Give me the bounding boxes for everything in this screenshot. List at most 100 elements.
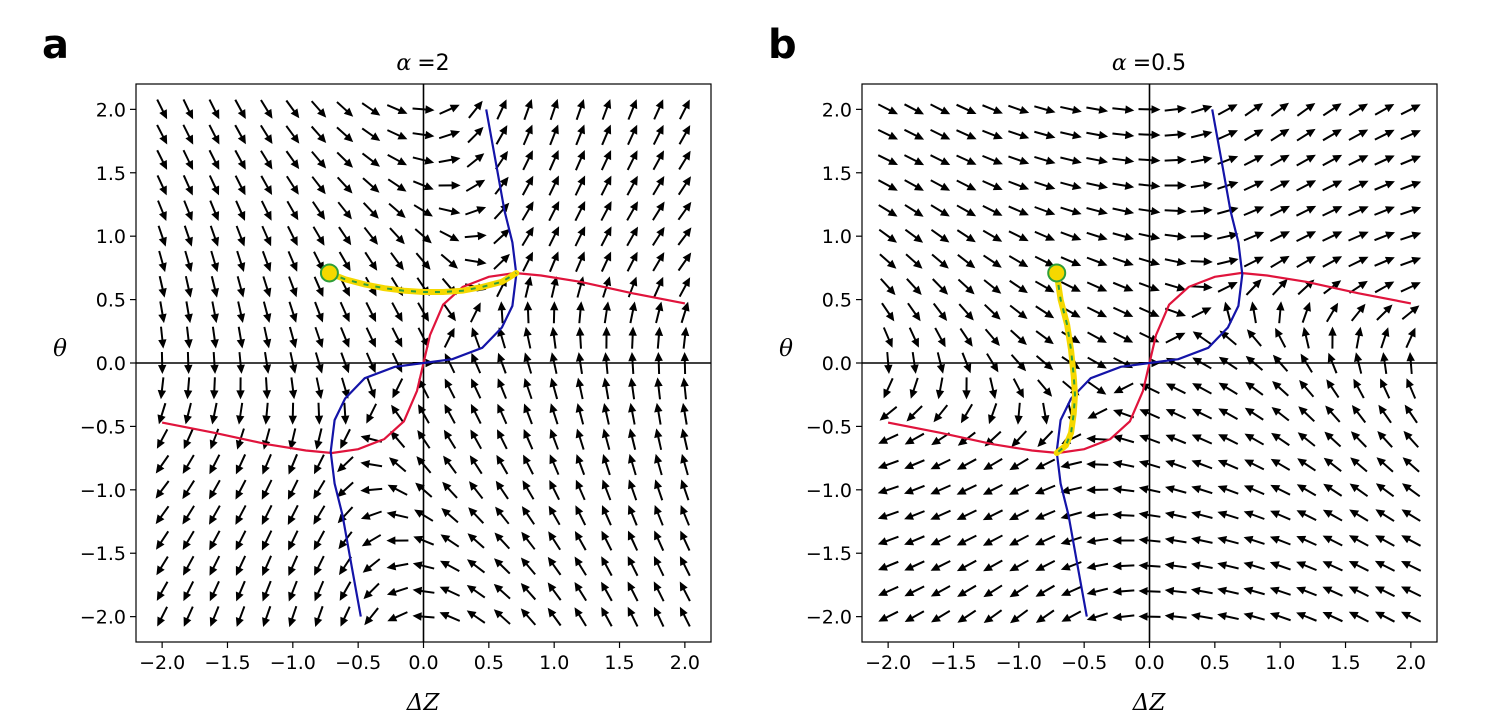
- field-arrow: [158, 301, 167, 324]
- field-arrow: [314, 428, 323, 450]
- field-arrow: [1112, 561, 1135, 571]
- field-arrow: [260, 150, 273, 170]
- y-tick-label: 2.0: [822, 99, 852, 121]
- field-arrow: [1086, 105, 1109, 114]
- field-arrow: [236, 377, 245, 400]
- field-arrow: [982, 129, 1003, 140]
- field-arrow: [1374, 231, 1395, 242]
- field-arrow: [1086, 207, 1108, 216]
- field-arrow: [652, 176, 665, 196]
- field-arrow: [156, 149, 168, 170]
- field-arrow: [341, 402, 350, 425]
- field-arrow: [288, 402, 297, 425]
- field-arrow: [155, 454, 170, 474]
- field-arrow: [443, 455, 457, 474]
- x-tick-label: 1.5: [1330, 652, 1360, 674]
- field-arrow: [655, 301, 664, 324]
- field-arrow: [261, 504, 273, 525]
- field-arrow: [387, 178, 407, 192]
- field-arrow: [1296, 535, 1317, 546]
- field-arrow: [235, 555, 247, 576]
- field-arrow: [391, 302, 403, 322]
- field-arrow: [311, 151, 327, 169]
- field-arrow: [361, 152, 380, 167]
- field-arrow: [235, 606, 246, 627]
- field-arrow: [1217, 536, 1239, 545]
- field-arrow: [1191, 459, 1213, 470]
- field-arrow: [982, 180, 1003, 191]
- field-arrow: [439, 104, 460, 115]
- field-arrow: [1112, 207, 1135, 216]
- field-arrow: [1400, 282, 1421, 293]
- field-arrow: [930, 204, 950, 217]
- field-arrow: [261, 479, 273, 500]
- field-arrow: [878, 433, 899, 444]
- field-arrow: [1012, 378, 1024, 399]
- field-arrow: [522, 480, 535, 500]
- field-arrow: [1165, 332, 1186, 344]
- field-arrow: [959, 327, 973, 347]
- field-arrow: [956, 559, 977, 572]
- field-arrow: [387, 154, 407, 166]
- field-arrow: [183, 377, 193, 400]
- field-arrow: [1376, 304, 1393, 321]
- field-arrow: [628, 428, 637, 450]
- field-arrow: [1008, 255, 1029, 268]
- field-arrow: [314, 326, 324, 348]
- field-arrow: [234, 149, 246, 170]
- field-arrow: [1348, 561, 1369, 572]
- field-arrow: [628, 377, 637, 400]
- field-arrow: [156, 99, 168, 120]
- field-arrow: [1400, 206, 1422, 216]
- field-arrow: [1060, 536, 1082, 546]
- field-arrow: [1299, 380, 1315, 398]
- field-arrow: [210, 301, 219, 324]
- field-arrow: [362, 202, 379, 219]
- field-arrow: [442, 481, 458, 499]
- field-arrow: [1008, 155, 1030, 165]
- field-arrow: [679, 556, 691, 577]
- field-arrow: [1322, 180, 1343, 192]
- field-arrow: [575, 428, 585, 450]
- field-arrow: [930, 484, 951, 495]
- x-tick-label: −2.0: [139, 652, 185, 674]
- field-arrow: [654, 326, 664, 349]
- field-arrow: [1217, 231, 1239, 240]
- field-arrow: [628, 453, 637, 476]
- field-arrow: [1008, 130, 1030, 140]
- field-arrow: [1112, 510, 1135, 520]
- field-arrow: [208, 99, 220, 120]
- field-arrow: [285, 125, 300, 144]
- field-arrow: [957, 254, 976, 269]
- field-arrow: [209, 402, 219, 425]
- field-arrow: [470, 403, 482, 424]
- field-arrow: [904, 432, 925, 445]
- field-arrow: [982, 509, 1003, 521]
- field-arrow: [1086, 156, 1108, 165]
- field-arrow: [958, 303, 974, 321]
- field-arrow: [1270, 128, 1290, 142]
- field-arrow: [183, 225, 193, 247]
- field-arrow: [158, 276, 167, 298]
- field-arrow: [877, 103, 898, 115]
- field-arrow: [1034, 230, 1056, 241]
- field-arrow: [522, 124, 533, 146]
- field-arrow: [1243, 485, 1265, 496]
- y-tick-label: −0.5: [806, 416, 852, 438]
- field-arrow: [1377, 431, 1393, 448]
- field-arrow: [1014, 402, 1023, 425]
- field-arrow: [156, 556, 169, 576]
- field-arrow: [653, 556, 665, 577]
- field-arrow: [314, 605, 324, 627]
- field-arrow: [904, 560, 925, 571]
- ticks: −2.0 −1.5 −1.0 −0.5 0.0 0.5 1.0 1.5 2.0−2.0−1.5−…: [80, 99, 700, 674]
- field-arrow: [983, 584, 1003, 598]
- field-arrow: [1191, 485, 1213, 495]
- field-arrow: [313, 505, 326, 525]
- field-arrow: [1243, 256, 1264, 268]
- field-arrow: [549, 124, 559, 146]
- field-arrow: [653, 99, 664, 120]
- field-arrow: [467, 126, 484, 144]
- field-arrow: [909, 377, 919, 399]
